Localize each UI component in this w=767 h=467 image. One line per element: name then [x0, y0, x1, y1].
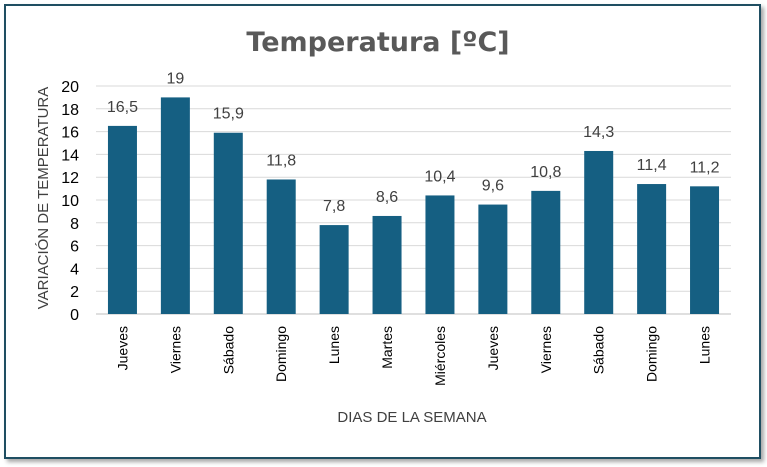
y-tick-label: 18 [61, 102, 79, 119]
bar [478, 204, 508, 314]
x-axis-ticks: Jueves Viernes Sábado Domingo Lunes Martes Mié… [114, 326, 712, 386]
data-label: 16,5 [107, 99, 138, 116]
data-label: 14,3 [583, 124, 614, 141]
bar [584, 150, 614, 314]
y-tick-label: 8 [70, 216, 79, 233]
data-label: 10,4 [424, 168, 455, 185]
x-axis-title: DIAS DE LA SEMANA [337, 409, 486, 426]
y-tick-label: 2 [70, 284, 79, 301]
bar [637, 184, 667, 314]
y-axis-ticks: 0 2 4 6 8 10 12 14 16 18 20 [61, 79, 79, 324]
x-tick-label: Sábado [220, 326, 236, 374]
data-label: 10,8 [530, 164, 561, 181]
y-tick-label: 6 [70, 239, 79, 256]
y-tick-label: 10 [61, 193, 79, 210]
bar [425, 195, 455, 314]
x-tick-label: Martes [379, 326, 395, 369]
x-tick-label: Viernes [167, 326, 183, 373]
data-label: 19 [166, 70, 184, 87]
y-tick-label: 4 [70, 261, 79, 278]
data-label: 11,2 [690, 159, 720, 176]
y-tick-label: 16 [61, 125, 79, 142]
x-tick-label: Domingo [644, 326, 660, 382]
x-tick-label: Jueves [114, 326, 130, 370]
bars [107, 97, 720, 315]
bar [160, 97, 190, 315]
data-label: 11,4 [637, 157, 667, 174]
data-label: 15,9 [213, 106, 244, 123]
x-tick-label: Lunes [697, 326, 713, 364]
data-label: 8,6 [376, 189, 398, 206]
chart-title: Temperatura [ºC] [246, 27, 509, 58]
bar [531, 190, 561, 314]
x-tick-label: Sábado [591, 326, 607, 374]
data-label: 9,6 [482, 178, 504, 195]
x-tick-label: Viernes [538, 326, 554, 373]
y-axis-title: VARIACIÓN DE TEMPERATURA [35, 87, 52, 310]
x-tick-label: Jueves [485, 326, 501, 370]
x-tick-label: Lunes [326, 326, 342, 364]
gridlines [96, 85, 731, 315]
bar [266, 179, 296, 314]
x-tick-label: Domingo [273, 326, 289, 382]
data-labels: 16,5 19 15,9 11,8 7,8 8,6 10,4 9,6 10,8 14,3 11,4 1… [107, 70, 720, 215]
bar [213, 132, 243, 314]
y-tick-label: 12 [61, 170, 79, 187]
y-tick-label: 14 [61, 147, 79, 164]
bar [690, 186, 720, 314]
x-tick-label: Miércoles [432, 326, 448, 386]
bar [372, 215, 402, 314]
data-label: 7,8 [323, 198, 345, 215]
bar [319, 225, 349, 314]
data-label: 11,8 [266, 152, 296, 169]
bar [107, 125, 137, 315]
y-tick-label: 0 [70, 307, 79, 324]
y-tick-label: 20 [61, 79, 79, 96]
